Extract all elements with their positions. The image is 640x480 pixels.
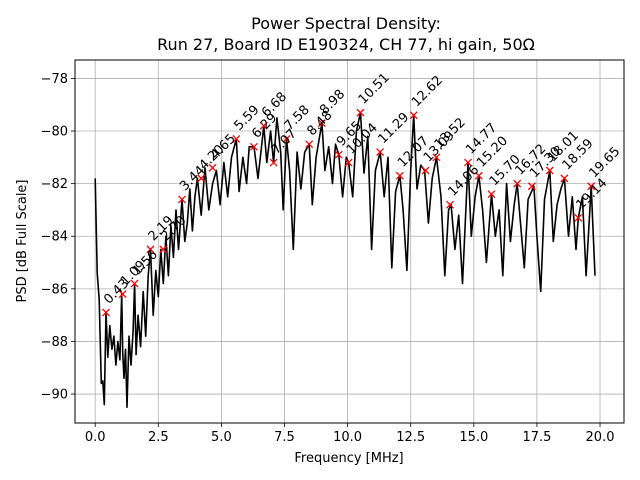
- peak-marker-stroke: [118, 290, 127, 299]
- peak-marker: [305, 140, 314, 149]
- peak-marker-stroke: [395, 171, 404, 180]
- peak-marker: [513, 179, 522, 188]
- peak-marker-stroke: [232, 134, 241, 143]
- peak-markers: [102, 108, 596, 317]
- peak-marker: [395, 171, 404, 180]
- peak-marker: [197, 174, 206, 183]
- chart-subtitle: Run 27, Board ID E190324, CH 77, hi gain…: [157, 35, 535, 54]
- peak-marker: [545, 166, 554, 175]
- peak-marker: [474, 171, 483, 180]
- peak-marker: [527, 182, 536, 191]
- peak-label: 10.51: [356, 71, 393, 108]
- peak-marker: [269, 158, 278, 167]
- y-axis-ticks: −90 −88 −86 −84 −82 −80 −78: [41, 72, 75, 403]
- peak-marker-stroke: [513, 179, 522, 188]
- peak-marker: [259, 121, 268, 130]
- plot-frame: [74, 59, 625, 424]
- peak-marker-stroke: [259, 121, 268, 130]
- peak-marker: [376, 148, 385, 157]
- peak-marker: [146, 245, 155, 254]
- x-tick-label: 17.5: [522, 430, 551, 445]
- peak-marker: [344, 158, 353, 167]
- peak-marker-stroke: [317, 119, 326, 128]
- peak-marker: [250, 142, 258, 151]
- peak-marker: [232, 134, 241, 143]
- peak-marker-stroke: [409, 111, 418, 120]
- chart-title: Power Spectral Density:: [251, 14, 441, 33]
- peak-marker: [409, 111, 418, 120]
- peak-marker: [317, 119, 326, 128]
- y-tick-label: −86: [41, 282, 68, 297]
- peak-marker-stroke: [146, 245, 155, 254]
- peak-label: 11.29: [375, 110, 412, 147]
- x-tick-label: 5.0: [211, 430, 232, 445]
- peak-marker-stroke: [464, 158, 472, 167]
- x-axis-ticks: 0.0 2.5 5.0 7.5 10.0 12.5 15.0 17.5 20.0: [85, 423, 615, 445]
- peak-marker-stroke: [545, 166, 554, 175]
- peak-marker-stroke: [356, 108, 365, 117]
- peak-marker: [118, 290, 127, 299]
- peak-label: 8.98: [317, 87, 348, 118]
- y-axis-label: PSD [dB Full Scale]: [15, 179, 30, 302]
- x-tick-label: 2.5: [148, 430, 169, 445]
- peak-marker-stroke: [487, 190, 496, 199]
- peak-marker: [334, 150, 343, 159]
- peak-marker-stroke: [474, 171, 483, 180]
- y-tick-label: −82: [41, 177, 68, 192]
- peak-marker-stroke: [178, 195, 186, 204]
- peak-marker-stroke: [446, 200, 455, 209]
- y-tick-label: −78: [41, 72, 68, 87]
- peak-marker: [587, 182, 596, 191]
- peak-marker-stroke: [344, 158, 353, 167]
- peak-marker-stroke: [334, 150, 343, 159]
- peak-marker: [159, 245, 168, 254]
- peak-marker-stroke: [159, 245, 168, 254]
- x-tick-label: 10.0: [333, 430, 362, 445]
- peak-marker: [421, 166, 430, 175]
- peak-marker: [446, 200, 455, 209]
- peak-marker: [560, 174, 569, 183]
- peak-marker-stroke: [560, 174, 569, 183]
- peak-marker: [130, 279, 139, 288]
- y-tick-label: −88: [41, 335, 68, 350]
- peak-marker-stroke: [432, 153, 441, 162]
- y-tick-label: −84: [41, 230, 68, 245]
- y-tick-label: −90: [41, 388, 68, 403]
- x-axis-label: Frequency [MHz]: [294, 451, 403, 466]
- x-tick-label: 15.0: [459, 430, 488, 445]
- x-tick-label: 7.5: [274, 430, 295, 445]
- peak-marker: [102, 308, 111, 317]
- peak-marker-stroke: [587, 182, 596, 191]
- peak-marker-stroke: [421, 166, 430, 175]
- peak-marker: [574, 213, 583, 222]
- peak-label: 14.06: [445, 163, 482, 200]
- x-tick-label: 20.0: [586, 430, 615, 445]
- peak-marker: [464, 158, 472, 167]
- peak-marker-stroke: [376, 148, 385, 157]
- x-tick-label: 12.5: [396, 430, 425, 445]
- peak-marker-stroke: [102, 308, 111, 317]
- peak-marker-stroke: [574, 213, 583, 222]
- peak-marker-stroke: [197, 174, 206, 183]
- psd-series: [94, 111, 596, 409]
- peak-marker: [432, 153, 441, 162]
- peak-marker-stroke: [282, 134, 291, 143]
- peak-marker: [178, 195, 186, 204]
- peak-labels: 0.431.091.562.192.703.444.204.655.596.29…: [101, 71, 623, 308]
- peak-marker-stroke: [130, 279, 139, 288]
- psd-line: [94, 111, 596, 409]
- peak-marker: [487, 190, 496, 199]
- grid-lines: [75, 60, 624, 423]
- peak-marker-stroke: [269, 158, 278, 167]
- peak-marker-stroke: [208, 163, 217, 172]
- y-tick-label: −80: [41, 125, 68, 140]
- peak-marker: [282, 134, 291, 143]
- x-tick-label: 0.0: [85, 430, 106, 445]
- peak-marker: [208, 163, 217, 172]
- peak-marker-stroke: [527, 182, 536, 191]
- peak-marker-stroke: [250, 142, 258, 151]
- peak-marker-stroke: [305, 140, 314, 149]
- peak-marker: [356, 108, 365, 117]
